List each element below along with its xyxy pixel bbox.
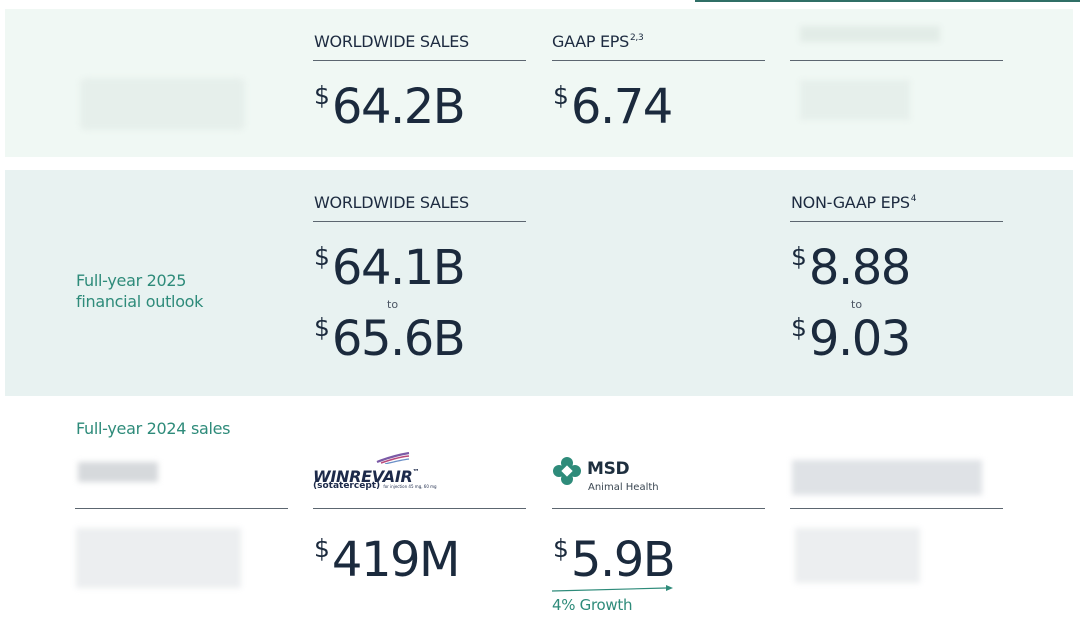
range-to-label: to <box>387 298 399 311</box>
blurred-value <box>800 80 910 120</box>
divider <box>313 60 526 61</box>
blurred-logo <box>792 460 982 495</box>
animal-health-sales-value: $5.9B <box>553 532 676 588</box>
animal-health-growth: 4% Growth <box>552 596 633 614</box>
msd-mark-icon <box>553 457 581 485</box>
top-accent-line <box>695 0 1080 2</box>
blurred-logo <box>78 462 158 482</box>
outlook-panel <box>5 170 1073 396</box>
blurred-label <box>80 78 245 130</box>
outlook-sales-header: WORLDWIDE SALES <box>314 193 469 212</box>
divider <box>313 221 526 222</box>
divider <box>552 508 765 509</box>
sales-2024-label: Full-year 2024 sales <box>76 419 231 438</box>
winrevair-swoosh-icon <box>376 452 410 464</box>
outlook-sales-low: $64.1B <box>314 240 466 296</box>
winrevair-sales-value: $419M <box>314 532 460 588</box>
non-gaap-eps-header: NON-GAAP EPS4 <box>791 193 917 212</box>
divider <box>552 60 765 61</box>
gaap-eps-value: $6.74 <box>553 79 673 135</box>
blurred-header <box>800 26 940 42</box>
blurred-value <box>76 528 241 588</box>
blurred-value <box>795 528 920 583</box>
divider <box>790 60 1003 61</box>
outlook-eps-low: $8.88 <box>791 240 911 296</box>
growth-arrow-icon <box>552 585 673 592</box>
range-to-label: to <box>851 298 863 311</box>
gaap-eps-header: GAAP EPS2,3 <box>552 32 644 51</box>
outlook-eps-high: $9.03 <box>791 311 911 367</box>
divider <box>75 508 288 509</box>
divider <box>790 508 1003 509</box>
worldwide-sales-header: WORLDWIDE SALES <box>314 32 469 51</box>
winrevair-logo: WINREVAIR™ (sotatercept) for injection 4… <box>313 452 437 495</box>
worldwide-sales-value: $64.2B <box>314 79 466 135</box>
divider <box>790 221 1003 222</box>
msd-animal-health-logo: MSD Animal Health <box>553 457 673 495</box>
divider <box>313 508 526 509</box>
outlook-label: Full-year 2025 financial outlook <box>76 271 204 311</box>
outlook-sales-high: $65.6B <box>314 311 466 367</box>
